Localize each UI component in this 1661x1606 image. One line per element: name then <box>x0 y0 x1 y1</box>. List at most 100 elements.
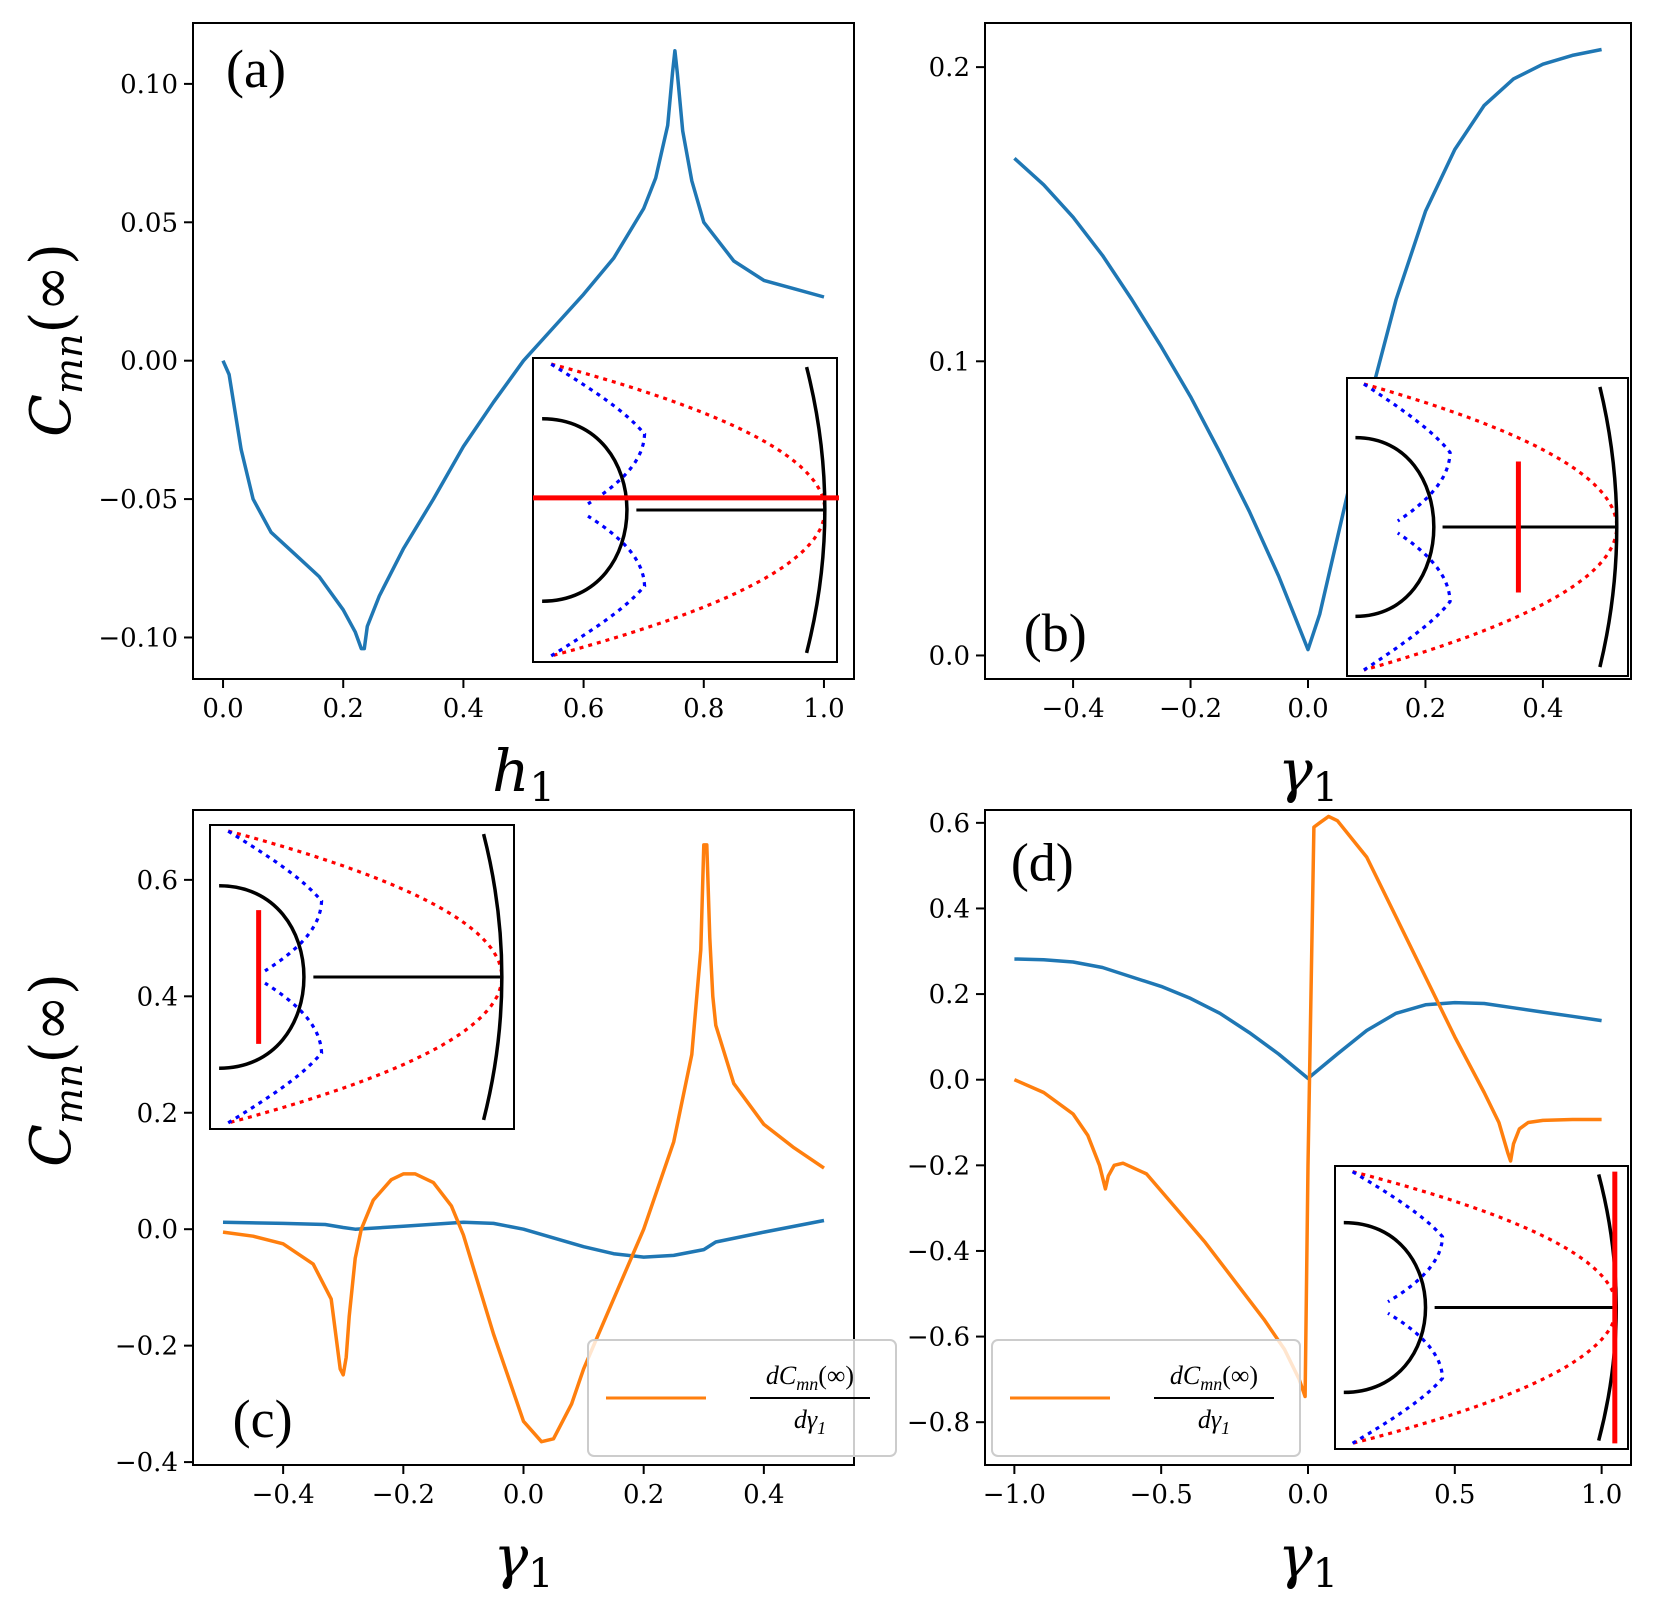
x-tick-label: 0.2 <box>323 694 364 724</box>
x-tick-label: 0.6 <box>563 694 604 724</box>
y-tick-label: −0.8 <box>907 1408 970 1438</box>
inset-blue-dotted-curve-top <box>550 362 647 506</box>
series-derivative-line <box>222 843 825 1444</box>
inset-blue-dotted-curve-top <box>1363 382 1452 523</box>
y-tick-label: 0.00 <box>120 347 178 377</box>
panel-a: 0.0 0.2 0.4 0.6 0.8 1.0 −0.10 −0.05 0.00 0.05 0.10… <box>98 22 855 811</box>
x-axis-label: γ1 <box>1278 737 1338 811</box>
x-axis-label: γ1 <box>493 1523 553 1597</box>
x-tick-label: 0.2 <box>1405 694 1446 724</box>
y-axis-label-arg: (∞) <box>19 243 84 333</box>
x-axis-label: h1 <box>492 737 555 811</box>
x-tick-label: 0.0 <box>1287 694 1328 724</box>
y-tick-label: −0.6 <box>907 1323 970 1353</box>
x-tick-label: 0.8 <box>683 694 724 724</box>
x-tick-label: 0.4 <box>443 694 484 724</box>
inset-a <box>532 357 839 663</box>
x-tick-label: 0.2 <box>623 1480 664 1510</box>
y-tick-label: −0.05 <box>98 485 178 515</box>
inset-black-right-arc <box>1598 386 1619 668</box>
legend-denominator: dγ1 <box>1198 1405 1230 1438</box>
series-cmn-line <box>221 48 825 651</box>
x-tick-label: −0.4 <box>1042 694 1105 724</box>
inset-blue-dotted-curve-top <box>1351 1170 1445 1304</box>
x-tick-label: 0.0 <box>1287 1480 1328 1510</box>
y-tick-label: −0.2 <box>907 1151 970 1181</box>
y-tick-label: 0.0 <box>929 641 970 671</box>
inset-blue-dotted-curve-bottom <box>1351 1311 1445 1445</box>
x-tick-label: −1.0 <box>983 1480 1046 1510</box>
series-derivative-line <box>1013 814 1602 1399</box>
panel-label: (d) <box>1011 832 1074 892</box>
inset-black-arc <box>542 417 629 603</box>
plot-frame <box>192 22 855 680</box>
y-axis-label-top: Cmn(∞) <box>19 243 91 437</box>
y-axis-label-arg: (∞) <box>19 973 84 1063</box>
legend: dCmn(∞) dγ1 <box>587 1339 897 1457</box>
y-tick-label: 0.10 <box>120 70 178 100</box>
x-tick-label: 1.0 <box>803 694 844 724</box>
legend-frame <box>991 1339 1301 1457</box>
legend-denominator: dγ1 <box>794 1405 826 1438</box>
inset-black-arc <box>219 884 306 1070</box>
y-axis-label-main: C <box>19 1124 84 1167</box>
y-tick-label: −0.10 <box>98 623 178 653</box>
inset-c <box>209 824 515 1130</box>
legend: dCmn(∞) dγ1 <box>991 1339 1301 1457</box>
inset-blue-dotted-curve-bottom <box>550 514 647 658</box>
inset-d <box>1334 1165 1629 1450</box>
y-axis-label-main: C <box>19 394 84 437</box>
inset-black-right-arc <box>804 366 827 654</box>
inset-blue-dotted-curve-bottom <box>227 981 324 1125</box>
panel-b: −0.4 −0.2 0.0 0.2 0.4 0.0 0.1 0.2 γ1 (b) <box>929 22 1632 811</box>
y-tick-label: −0.2 <box>115 1332 178 1362</box>
svg-text:Cmn(∞): Cmn(∞) <box>19 973 91 1167</box>
legend-numerator: dCmn(∞) <box>766 1361 854 1394</box>
y-tick-label: 0.4 <box>137 982 178 1012</box>
y-tick-label: 0.4 <box>929 894 970 924</box>
y-tick-label: 0.6 <box>137 866 178 896</box>
x-tick-label: −0.2 <box>1159 694 1222 724</box>
y-tick-label: 0.2 <box>929 53 970 83</box>
inset-black-arc <box>1343 1220 1428 1395</box>
x-tick-label: −0.2 <box>372 1480 435 1510</box>
y-tick-label: 0.0 <box>929 1066 970 1096</box>
y-axis-label-sub: mn <box>47 1063 91 1124</box>
y-tick-label: 0.2 <box>137 1099 178 1129</box>
x-tick-label: 1.0 <box>1581 1480 1622 1510</box>
inset-blue-dotted-curve-top <box>227 829 324 973</box>
y-tick-label: 0.6 <box>929 809 970 839</box>
panel-label: (b) <box>1024 603 1087 663</box>
x-tick-label: 0.0 <box>202 694 243 724</box>
y-tick-label: −0.4 <box>115 1448 178 1478</box>
panel-label: (a) <box>226 39 286 99</box>
legend-frame <box>587 1339 897 1457</box>
y-tick-label: 0.1 <box>929 347 970 377</box>
y-tick-label: 0.2 <box>929 980 970 1010</box>
svg-text:Cmn(∞): Cmn(∞) <box>19 243 91 437</box>
y-tick-label: 0.05 <box>120 208 178 238</box>
legend-numerator: dCmn(∞) <box>1170 1361 1258 1394</box>
y-axis-label-sub: mn <box>47 333 91 394</box>
y-tick-label: 0.0 <box>137 1215 178 1245</box>
panel-label: (c) <box>233 1389 293 1449</box>
y-tick-label: −0.4 <box>907 1237 970 1267</box>
x-tick-label: 0.4 <box>1522 694 1563 724</box>
inset-black-arc <box>1355 435 1436 619</box>
x-tick-label: 0.5 <box>1434 1480 1475 1510</box>
inset-blue-dotted-curve-bottom <box>1363 531 1452 672</box>
x-tick-label: 0.0 <box>503 1480 544 1510</box>
inset-b <box>1346 377 1629 677</box>
inset-black-right-arc <box>481 833 504 1121</box>
series-cmn-line <box>222 1218 825 1259</box>
x-tick-label: −0.5 <box>1130 1480 1193 1510</box>
panel-c: −0.4 −0.2 0.0 0.2 0.4 −0.4 −0.2 0.0 0.2 0.4 0.6 γ1 d… <box>115 809 897 1597</box>
x-tick-label: −0.4 <box>252 1480 315 1510</box>
series-cmn-line <box>1013 47 1602 652</box>
x-axis-label: γ1 <box>1278 1523 1338 1597</box>
panel-d: −1.0 −0.5 0.0 0.5 1.0 −0.8 −0.6 −0.4 −0.2 0.0 0.2 0… <box>907 809 1632 1597</box>
y-axis-label-bottom: Cmn(∞) <box>19 973 91 1167</box>
series-cmn-line <box>1014 957 1602 1081</box>
x-tick-label: 0.4 <box>743 1480 784 1510</box>
